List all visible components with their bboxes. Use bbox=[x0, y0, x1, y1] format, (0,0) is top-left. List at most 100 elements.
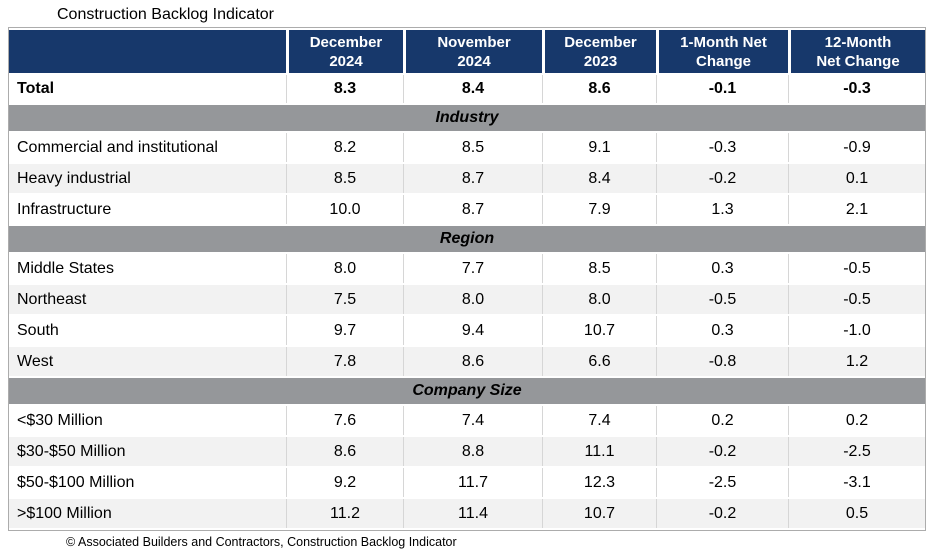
section-row-industry: Industry bbox=[9, 105, 925, 131]
cell-value: 8.6 bbox=[542, 75, 656, 103]
row-label: South bbox=[9, 316, 286, 345]
row-label: Heavy industrial bbox=[9, 164, 286, 193]
cell-value: 11.7 bbox=[403, 468, 542, 497]
cell-value: 9.2 bbox=[286, 468, 403, 497]
cell-value: -0.3 bbox=[656, 133, 788, 162]
cell-value: 8.7 bbox=[403, 164, 542, 193]
column-header-12-month-net-change: 12-Month Net Change bbox=[788, 30, 925, 73]
table-row: $30-$50 Million 8.6 8.8 11.1 -0.2 -2.5 bbox=[9, 437, 925, 466]
cell-value: -0.2 bbox=[656, 164, 788, 193]
cell-value: 8.4 bbox=[403, 75, 542, 103]
table-row: Infrastructure 10.0 8.7 7.9 1.3 2.1 bbox=[9, 195, 925, 224]
cell-value: 10.0 bbox=[286, 195, 403, 224]
section-row-region: Region bbox=[9, 226, 925, 252]
table-row: Northeast 7.5 8.0 8.0 -0.5 -0.5 bbox=[9, 285, 925, 314]
cell-value: 0.1 bbox=[788, 164, 925, 193]
cell-value: -1.0 bbox=[788, 316, 925, 345]
cell-value: 1.3 bbox=[656, 195, 788, 224]
table-row: $50-$100 Million 9.2 11.7 12.3 -2.5 -3.1 bbox=[9, 468, 925, 497]
attribution-text: © Associated Builders and Contractors, C… bbox=[66, 535, 457, 549]
cell-value: 0.3 bbox=[656, 316, 788, 345]
section-header-industry: Industry bbox=[9, 105, 925, 131]
cell-value: 10.7 bbox=[542, 499, 656, 528]
cell-value: 11.4 bbox=[403, 499, 542, 528]
column-header-1-month-net-change: 1-Month Net Change bbox=[656, 30, 788, 73]
cell-value: -0.1 bbox=[656, 75, 788, 103]
cell-value: -0.5 bbox=[656, 285, 788, 314]
section-header-region: Region bbox=[9, 226, 925, 252]
backlog-table: December 2024 November 2024 December 2023 1… bbox=[8, 27, 926, 531]
cell-value: 8.0 bbox=[542, 285, 656, 314]
cell-value: 10.7 bbox=[542, 316, 656, 345]
cell-value: 8.4 bbox=[542, 164, 656, 193]
cell-value: 8.6 bbox=[286, 437, 403, 466]
cell-value: 8.3 bbox=[286, 75, 403, 103]
table-row: Commercial and institutional 8.2 8.5 9.1… bbox=[9, 133, 925, 162]
cell-value: 8.2 bbox=[286, 133, 403, 162]
cell-value: 1.2 bbox=[788, 347, 925, 376]
column-header-nov-2024: November 2024 bbox=[403, 30, 542, 73]
cell-value: -0.5 bbox=[788, 254, 925, 283]
cell-value: -3.1 bbox=[788, 468, 925, 497]
cell-value: 8.0 bbox=[403, 285, 542, 314]
row-label: West bbox=[9, 347, 286, 376]
cell-value: -0.5 bbox=[788, 285, 925, 314]
column-header-blank bbox=[9, 30, 286, 73]
cell-value: 7.7 bbox=[403, 254, 542, 283]
cell-value: 7.6 bbox=[286, 406, 403, 435]
cell-value: 9.7 bbox=[286, 316, 403, 345]
cell-value: 0.3 bbox=[656, 254, 788, 283]
cell-value: 7.8 bbox=[286, 347, 403, 376]
page-title: Construction Backlog Indicator bbox=[57, 6, 274, 23]
cell-value: 0.2 bbox=[656, 406, 788, 435]
column-header-dec-2024: December 2024 bbox=[286, 30, 403, 73]
cell-value: 11.1 bbox=[542, 437, 656, 466]
row-label: Commercial and institutional bbox=[9, 133, 286, 162]
cell-value: 8.5 bbox=[403, 133, 542, 162]
table-row: <$30 Million 7.6 7.4 7.4 0.2 0.2 bbox=[9, 406, 925, 435]
cell-value: 7.5 bbox=[286, 285, 403, 314]
row-label: Total bbox=[9, 75, 286, 103]
cell-value: 11.2 bbox=[286, 499, 403, 528]
table-row: Middle States 8.0 7.7 8.5 0.3 -0.5 bbox=[9, 254, 925, 283]
row-label: $50-$100 Million bbox=[9, 468, 286, 497]
cell-value: 0.2 bbox=[788, 406, 925, 435]
row-label: $30-$50 Million bbox=[9, 437, 286, 466]
cell-value: 6.6 bbox=[542, 347, 656, 376]
cell-value: 8.5 bbox=[286, 164, 403, 193]
table-row: Heavy industrial 8.5 8.7 8.4 -0.2 0.1 bbox=[9, 164, 925, 193]
row-label: <$30 Million bbox=[9, 406, 286, 435]
table-row: South 9.7 9.4 10.7 0.3 -1.0 bbox=[9, 316, 925, 345]
cell-value: 7.4 bbox=[542, 406, 656, 435]
cell-value: -0.2 bbox=[656, 499, 788, 528]
cell-value: 0.5 bbox=[788, 499, 925, 528]
row-label: Infrastructure bbox=[9, 195, 286, 224]
column-header-dec-2023: December 2023 bbox=[542, 30, 656, 73]
cell-value: 7.4 bbox=[403, 406, 542, 435]
cell-value: 9.1 bbox=[542, 133, 656, 162]
row-label: Northeast bbox=[9, 285, 286, 314]
cell-value: -0.3 bbox=[788, 75, 925, 103]
cell-value: 12.3 bbox=[542, 468, 656, 497]
table-row-total: Total 8.3 8.4 8.6 -0.1 -0.3 bbox=[9, 75, 925, 103]
cell-value: 8.5 bbox=[542, 254, 656, 283]
cell-value: -2.5 bbox=[788, 437, 925, 466]
cell-value: 9.4 bbox=[403, 316, 542, 345]
row-label: >$100 Million bbox=[9, 499, 286, 528]
table-row: >$100 Million 11.2 11.4 10.7 -0.2 0.5 bbox=[9, 499, 925, 528]
cell-value: 7.9 bbox=[542, 195, 656, 224]
section-row-company-size: Company Size bbox=[9, 378, 925, 404]
cell-value: -0.8 bbox=[656, 347, 788, 376]
cell-value: -0.9 bbox=[788, 133, 925, 162]
cell-value: -2.5 bbox=[656, 468, 788, 497]
cell-value: 8.0 bbox=[286, 254, 403, 283]
cell-value: 8.7 bbox=[403, 195, 542, 224]
row-label: Middle States bbox=[9, 254, 286, 283]
header-row: December 2024 November 2024 December 2023 1… bbox=[9, 30, 925, 73]
cell-value: 2.1 bbox=[788, 195, 925, 224]
cell-value: 8.6 bbox=[403, 347, 542, 376]
cell-value: 8.8 bbox=[403, 437, 542, 466]
section-header-company-size: Company Size bbox=[9, 378, 925, 404]
cell-value: -0.2 bbox=[656, 437, 788, 466]
table-row: West 7.8 8.6 6.6 -0.8 1.2 bbox=[9, 347, 925, 376]
